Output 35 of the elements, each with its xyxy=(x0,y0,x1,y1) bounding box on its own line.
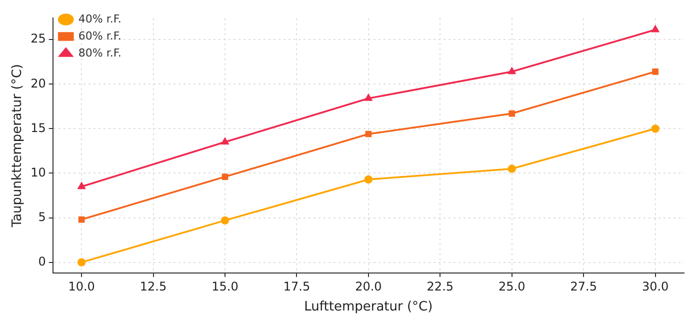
y-tick-label: 15 xyxy=(30,120,46,135)
y-tick-label: 5 xyxy=(38,210,46,224)
point xyxy=(222,174,228,180)
x-tick-label: 12.5 xyxy=(140,279,167,294)
point xyxy=(652,26,659,32)
y-tick-label: 10 xyxy=(30,165,46,180)
point xyxy=(220,216,230,225)
point xyxy=(78,216,85,223)
point xyxy=(652,68,658,75)
x-tick-label: 30.0 xyxy=(642,279,669,294)
point xyxy=(365,130,372,138)
point xyxy=(508,164,516,173)
x-tick-label: 27.5 xyxy=(570,279,597,294)
y-tick-label: 0 xyxy=(38,254,46,268)
y-tick-label: 25 xyxy=(30,32,46,46)
legend-label: 80% r.F. xyxy=(78,46,122,60)
point xyxy=(364,175,373,184)
x-axis-title: Lufttemperatur (°C) xyxy=(304,300,433,315)
y-axis-title: Taupunkttemperatur (°C) xyxy=(10,64,26,228)
x-tick-label: 22.5 xyxy=(426,279,454,294)
point xyxy=(508,68,516,74)
x-tick-label: 10.0 xyxy=(68,279,95,294)
x-tick-label: 17.5 xyxy=(283,279,310,294)
point xyxy=(651,124,660,133)
point xyxy=(508,110,516,117)
point xyxy=(78,182,86,190)
x-tick-label: 25.0 xyxy=(498,279,526,294)
point xyxy=(221,138,229,145)
y-tick-label: 20 xyxy=(30,76,46,90)
point xyxy=(364,94,372,101)
point xyxy=(77,258,86,266)
x-tick-label: 20.0 xyxy=(355,279,382,294)
legend-label: 40% r.F. xyxy=(78,12,122,26)
legend-label: 60% r.F. xyxy=(78,29,122,42)
x-tick-label: 15.0 xyxy=(212,279,238,294)
